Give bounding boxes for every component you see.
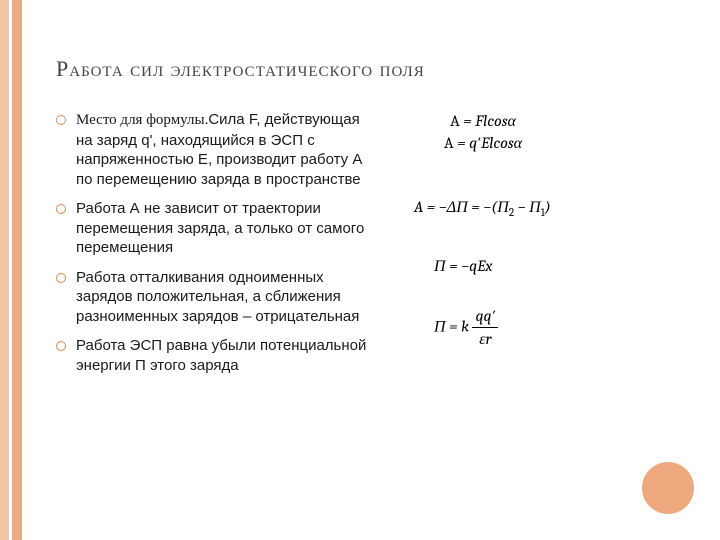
bullet-column: Место для формулы.Сила F, действующая на…	[56, 110, 376, 385]
formula-line: П = −qEx	[434, 255, 493, 277]
fraction-denominator: εr	[472, 327, 498, 350]
list-item: Место для формулы.Сила F, действующая на…	[56, 110, 376, 189]
formula-block-4: П = k qq′ εr	[434, 305, 498, 351]
stripe-outer	[0, 0, 9, 540]
formula-block-1: A = Flcosα A = q′Elcosα	[444, 110, 522, 155]
list-item: Работа отталкивания одноименных зарядов …	[56, 268, 376, 327]
formula-line: A = −ΔП = −(П2 − П1)	[414, 196, 551, 221]
fraction: qq′ εr	[472, 305, 498, 351]
bullet-prefix: Место для формулы.	[76, 112, 208, 128]
fraction-numerator: qq′	[472, 305, 498, 327]
formula-line: П = k qq′ εr	[434, 305, 498, 351]
content-columns: Место для формулы.Сила F, действующая на…	[56, 110, 686, 385]
slide-title: Работа сил электростатического поля	[56, 56, 686, 82]
formula-line: A = q′Elcosα	[444, 132, 522, 154]
left-accent-border	[0, 0, 22, 540]
formula-column: A = Flcosα A = q′Elcosα A = −ΔП = −(П2 −…	[404, 110, 686, 385]
formula-block-2: A = −ΔП = −(П2 − П1)	[414, 196, 551, 221]
list-item: Работа А не зависит от траектории переме…	[56, 199, 376, 258]
formula-block-3: П = −qEx	[434, 255, 493, 277]
bullet-list: Место для формулы.Сила F, действующая на…	[56, 110, 376, 375]
bullet-text: Работа ЭСП равна убыли потенциальной эне…	[76, 337, 366, 374]
formula-line: A = Flcosα	[444, 110, 522, 132]
corner-decoration-circle	[642, 462, 694, 514]
slide-body: Работа сил электростатического поля Мест…	[22, 0, 720, 540]
list-item: Работа ЭСП равна убыли потенциальной эне…	[56, 336, 376, 375]
bullet-text: Работа А не зависит от траектории переме…	[76, 200, 364, 256]
bullet-text: Работа отталкивания одноименных зарядов …	[76, 269, 359, 325]
stripe-inner	[12, 0, 22, 540]
